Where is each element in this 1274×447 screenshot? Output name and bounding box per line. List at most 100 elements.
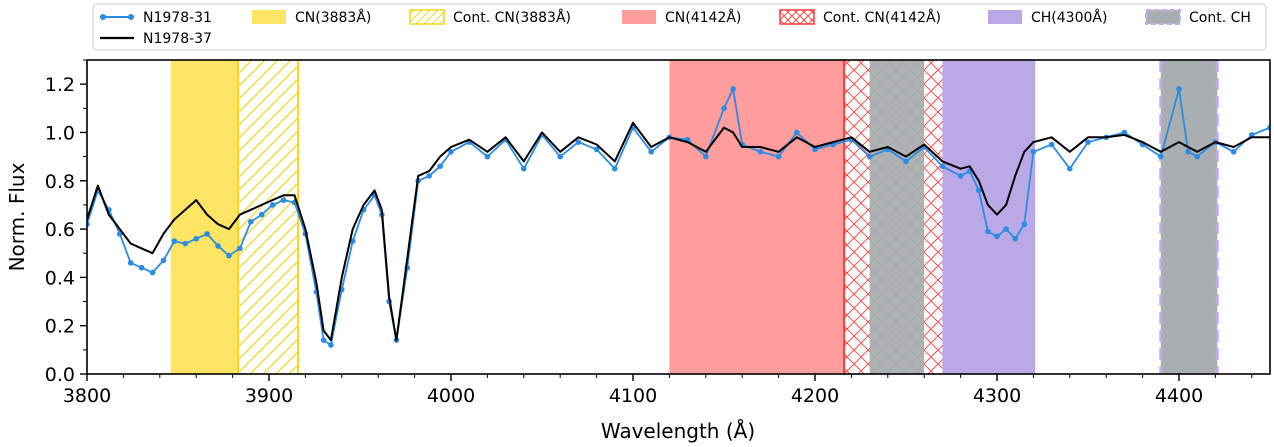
legend-item: Cont. CH: [1145, 9, 1251, 26]
plot-frame: [86, 59, 1271, 375]
legend-swatch: [622, 10, 656, 24]
data-point: [248, 219, 254, 225]
data-point: [521, 165, 527, 172]
data-point: [437, 163, 443, 170]
band-2: [669, 60, 845, 374]
x-tick-label: 4400: [1155, 385, 1203, 407]
series-line-N1978-37: [87, 121, 1270, 342]
data-point: [1030, 148, 1037, 155]
legend-swatch: [1145, 9, 1181, 25]
band-6: [1160, 60, 1218, 374]
data-point: [149, 269, 156, 276]
data-point: [1085, 139, 1091, 145]
x-tick-label: 4100: [609, 385, 657, 407]
legend-swatch: [252, 10, 286, 24]
data-point: [957, 173, 964, 179]
legend-label: Cont. CH: [1189, 10, 1251, 26]
data-point: [328, 342, 334, 348]
legend-item: N1978-31: [100, 10, 212, 26]
x-tick-label: 4200: [791, 385, 839, 407]
data-point: [1185, 148, 1191, 155]
data-point: [794, 129, 800, 136]
data-point: [215, 243, 221, 249]
data-point: [1012, 235, 1018, 242]
data-point: [1003, 226, 1009, 232]
data-point: [448, 148, 454, 155]
band-5: [869, 60, 925, 374]
legend-marker: [100, 14, 106, 20]
data-point: [994, 233, 1000, 240]
y-tick-label: 0.2: [45, 316, 75, 338]
data-point: [1230, 148, 1237, 155]
band-1: [238, 60, 299, 374]
data-point: [593, 146, 600, 153]
series-layer: [87, 86, 1270, 348]
legend-item: CN(4142Å): [622, 9, 741, 26]
data-point: [1067, 165, 1073, 172]
data-point: [612, 165, 618, 172]
legend-swatch: [409, 9, 445, 25]
y-axis-label: Norm. Flux: [5, 162, 29, 271]
data-point: [903, 158, 909, 165]
legend-marker: [128, 14, 134, 20]
y-axis: 0.0 0.2 0.4 0.6 0.8 1.0 1.2: [45, 59, 87, 386]
data-point: [757, 148, 764, 155]
data-point: [1121, 129, 1128, 136]
legend-label: Cont. CN(4142Å): [823, 9, 941, 26]
x-tick-label: 4000: [427, 385, 475, 407]
data-point: [1048, 141, 1055, 148]
data-point: [575, 139, 582, 145]
data-point: [204, 231, 210, 237]
legend-label: Cont. CN(3883Å): [453, 9, 571, 26]
data-point: [484, 153, 491, 160]
legend-swatch: [988, 10, 1022, 24]
data-point: [985, 228, 991, 235]
legend: N1978-31 N1978-37 CN(3883Å) Cont. CN(3883Å)…: [92, 3, 1267, 51]
y-tick-label: 0.0: [45, 364, 75, 386]
x-axis-label: Wavelength (Å): [601, 419, 755, 443]
legend-item: CN(3883Å): [252, 9, 371, 26]
x-tick-label: 3800: [63, 385, 111, 407]
data-point: [138, 264, 145, 271]
data-point: [648, 148, 654, 155]
data-point: [939, 163, 946, 170]
data-point: [1249, 132, 1255, 138]
data-point: [280, 197, 287, 203]
legend-item: CH(4300Å): [988, 9, 1107, 26]
band-4: [942, 60, 1036, 374]
data-point: [258, 211, 265, 218]
legend-label: CN(3883Å): [295, 9, 371, 26]
data-point: [193, 235, 199, 242]
band-0: [170, 60, 239, 374]
legend-item: N1978-37: [100, 31, 212, 47]
data-point: [226, 252, 232, 259]
data-point: [1021, 221, 1028, 228]
data-point: [182, 240, 189, 247]
y-tick-label: 0.8: [45, 171, 75, 193]
legend-label: N1978-37: [143, 31, 212, 47]
data-point: [171, 238, 178, 244]
data-point: [237, 245, 243, 252]
x-tick-label: 4300: [973, 385, 1021, 407]
data-point: [730, 86, 736, 92]
y-tick-label: 1.2: [45, 74, 75, 96]
y-tick-label: 0.6: [45, 219, 75, 241]
data-point: [1194, 153, 1200, 160]
y-tick-label: 1.0: [45, 122, 75, 144]
data-point: [721, 105, 727, 112]
legend-label: N1978-31: [143, 10, 212, 26]
band-regions: [170, 60, 1219, 374]
y-tick-label: 0.4: [45, 267, 75, 289]
data-point: [426, 173, 432, 179]
data-point: [1176, 86, 1182, 92]
data-point: [320, 337, 327, 343]
data-point: [775, 153, 782, 160]
data-point: [127, 260, 134, 266]
legend-item: Cont. CN(3883Å): [409, 9, 571, 26]
legend-label: CH(4300Å): [1031, 9, 1107, 26]
data-point: [976, 187, 982, 194]
data-point: [557, 153, 563, 160]
legend-item: Cont. CN(4142Å): [779, 9, 941, 26]
x-tick-label: 3900: [245, 385, 293, 407]
